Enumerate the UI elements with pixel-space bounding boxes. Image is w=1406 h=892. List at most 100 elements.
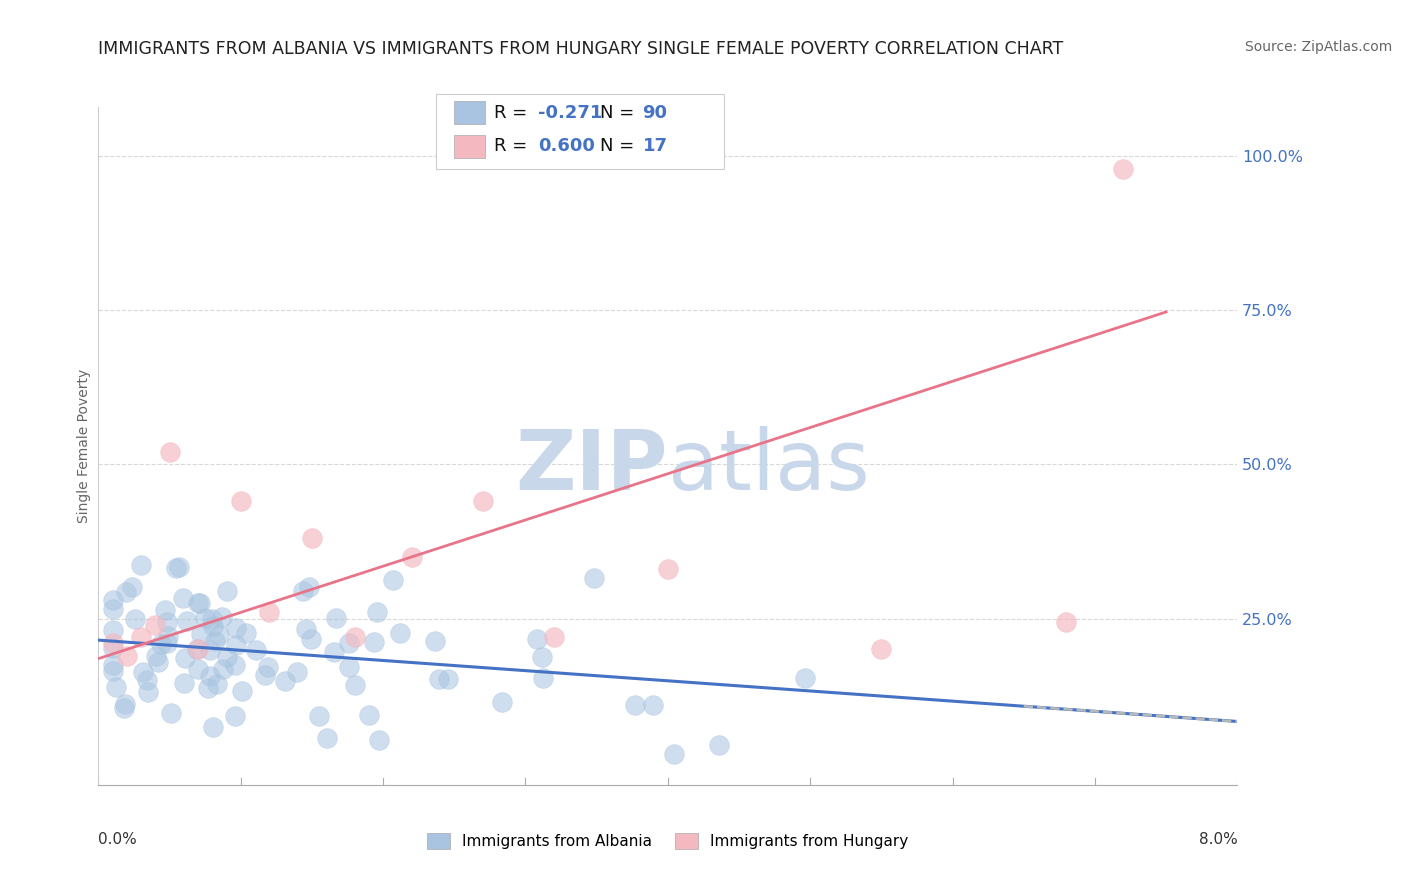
Point (176, 614, 198, 628)
Point (643, 698, 665, 712)
Point (136, 685, 159, 699)
Point (224, 658, 246, 673)
Text: N =: N = (600, 137, 640, 155)
Text: 0.600: 0.600 (538, 137, 595, 155)
Point (188, 596, 211, 610)
Point (363, 635, 385, 649)
Point (224, 709, 246, 723)
Point (101, 623, 124, 637)
Point (436, 672, 458, 686)
Text: R =: R = (494, 137, 533, 155)
Text: 0.0%: 0.0% (98, 832, 138, 847)
Point (172, 591, 194, 605)
Point (388, 626, 411, 640)
Legend: Immigrants from Albania, Immigrants from Hungary: Immigrants from Albania, Immigrants from… (420, 827, 915, 855)
Point (205, 677, 228, 691)
Point (156, 636, 179, 650)
Point (190, 627, 212, 641)
Point (359, 708, 381, 723)
Point (870, 642, 893, 657)
Point (325, 611, 347, 625)
Point (101, 664, 124, 678)
Point (105, 681, 128, 695)
Text: 90: 90 (643, 103, 668, 122)
Point (245, 643, 267, 657)
Point (186, 642, 208, 657)
Point (295, 622, 318, 636)
Point (259, 606, 281, 620)
Point (101, 593, 124, 607)
Point (582, 571, 605, 585)
Point (337, 660, 360, 674)
Point (160, 706, 183, 721)
Point (316, 731, 339, 746)
Point (101, 602, 124, 616)
Point (187, 595, 209, 609)
Point (145, 617, 167, 632)
Point (159, 445, 181, 459)
Point (657, 562, 679, 576)
Point (425, 633, 447, 648)
Point (491, 695, 513, 709)
Text: atlas: atlas (668, 425, 869, 507)
Point (298, 580, 321, 594)
Point (217, 650, 239, 665)
Point (367, 733, 389, 747)
Text: N =: N = (600, 103, 640, 122)
Point (148, 655, 170, 669)
Text: 8.0%: 8.0% (1198, 832, 1237, 847)
Point (132, 665, 155, 679)
Point (114, 584, 136, 599)
Point (366, 605, 388, 619)
Point (344, 677, 367, 691)
Point (153, 602, 176, 616)
Point (285, 665, 308, 679)
Text: Source: ZipAtlas.com: Source: ZipAtlas.com (1244, 40, 1392, 54)
Point (187, 662, 209, 676)
Point (201, 619, 224, 633)
Point (225, 639, 247, 653)
Point (1112, 161, 1135, 176)
Point (292, 584, 315, 599)
Point (322, 644, 344, 658)
Point (235, 626, 257, 640)
Point (531, 650, 554, 665)
Point (707, 738, 730, 752)
Point (207, 627, 229, 641)
Point (202, 720, 225, 734)
Point (157, 629, 180, 643)
Point (145, 648, 167, 663)
Point (257, 660, 280, 674)
Point (101, 658, 124, 673)
Point (215, 583, 238, 598)
Point (101, 636, 124, 650)
Point (211, 610, 233, 624)
Point (624, 698, 647, 713)
Point (793, 671, 815, 685)
Point (124, 612, 146, 626)
Point (343, 630, 366, 644)
Point (664, 747, 686, 761)
Point (173, 651, 195, 665)
Point (194, 610, 217, 624)
Point (173, 675, 195, 690)
Point (201, 612, 224, 626)
Point (204, 633, 226, 648)
Point (150, 637, 173, 651)
Point (198, 669, 221, 683)
Point (337, 635, 360, 649)
Point (129, 630, 152, 644)
Text: IMMIGRANTS FROM ALBANIA VS IMMIGRANTS FROM HUNGARY SINGLE FEMALE POVERTY CORRELA: IMMIGRANTS FROM ALBANIA VS IMMIGRANTS FR… (98, 40, 1064, 58)
Text: -0.271: -0.271 (538, 103, 603, 122)
Point (225, 621, 247, 635)
Point (401, 549, 423, 564)
Point (112, 701, 135, 715)
Point (121, 580, 143, 594)
Text: ZIP: ZIP (516, 425, 668, 507)
Point (129, 558, 152, 572)
Point (229, 494, 252, 508)
Point (427, 672, 450, 686)
Point (198, 642, 221, 657)
Point (471, 494, 494, 508)
Point (165, 561, 187, 575)
